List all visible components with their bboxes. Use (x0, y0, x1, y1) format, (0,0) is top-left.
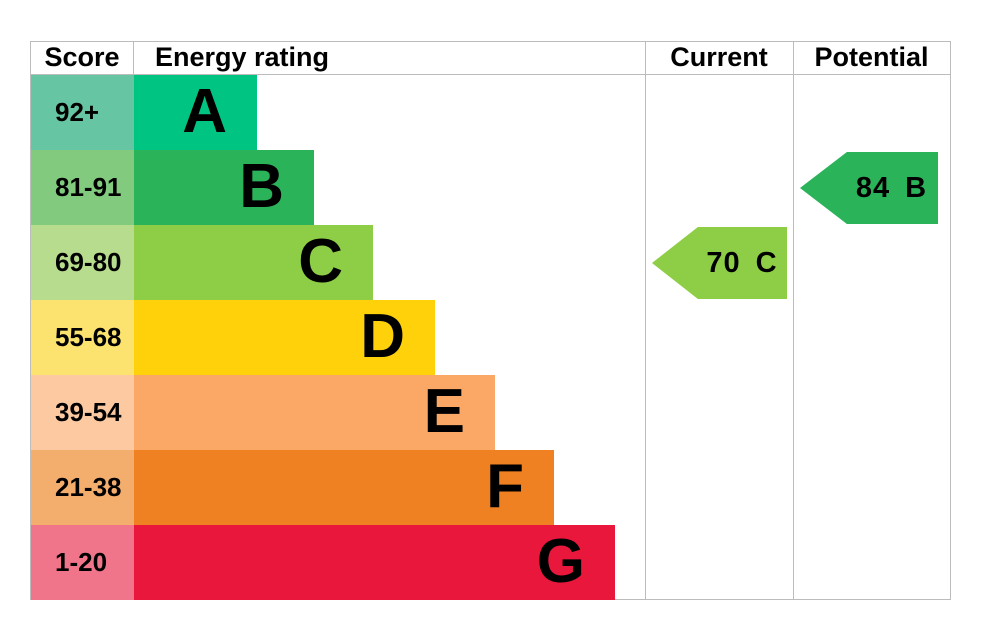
band-score-range: 92+ (31, 75, 134, 150)
band-row-f: 21-38 F (31, 450, 950, 525)
band-score-range: 55-68 (31, 300, 134, 375)
band-bar: A (134, 75, 257, 150)
band-bar: E (134, 375, 495, 450)
band-row-b: 81-91 B (31, 150, 950, 225)
band-bar: C (134, 225, 373, 300)
band-row-e: 39-54 E (31, 375, 950, 450)
band-score-range: 1-20 (31, 525, 134, 600)
current-rating-value: 70 (706, 246, 741, 279)
potential-column-header: Potential (814, 42, 929, 72)
energy-rating-column-header: Energy rating (155, 42, 330, 72)
band-bar: G (134, 525, 615, 600)
score-column-header: Score (31, 42, 134, 74)
band-score-range: 69-80 (31, 225, 134, 300)
potential-rating-letter: B (905, 171, 927, 204)
band-row-d: 55-68 D (31, 300, 950, 375)
band-row-a: 92+ A (31, 75, 950, 150)
current-column-divider (645, 42, 646, 599)
band-bar: F (134, 450, 554, 525)
band-row-g: 1-20 G (31, 525, 950, 600)
band-score-range: 39-54 (31, 375, 134, 450)
current-rating-letter: C (755, 246, 777, 279)
band-row-c: 69-80 C (31, 225, 950, 300)
potential-rating-value: 84 (855, 171, 891, 204)
band-score-range: 81-91 (31, 150, 134, 225)
table-header: Score Energy rating Current Potential (31, 42, 950, 75)
band-bar: B (134, 150, 314, 225)
band-score-range: 21-38 (31, 450, 134, 525)
potential-column-divider (793, 42, 794, 599)
epc-rating-table: Score Energy rating Current Potential 92… (30, 41, 951, 600)
band-bar: D (134, 300, 435, 375)
current-column-header: Current (670, 42, 768, 72)
